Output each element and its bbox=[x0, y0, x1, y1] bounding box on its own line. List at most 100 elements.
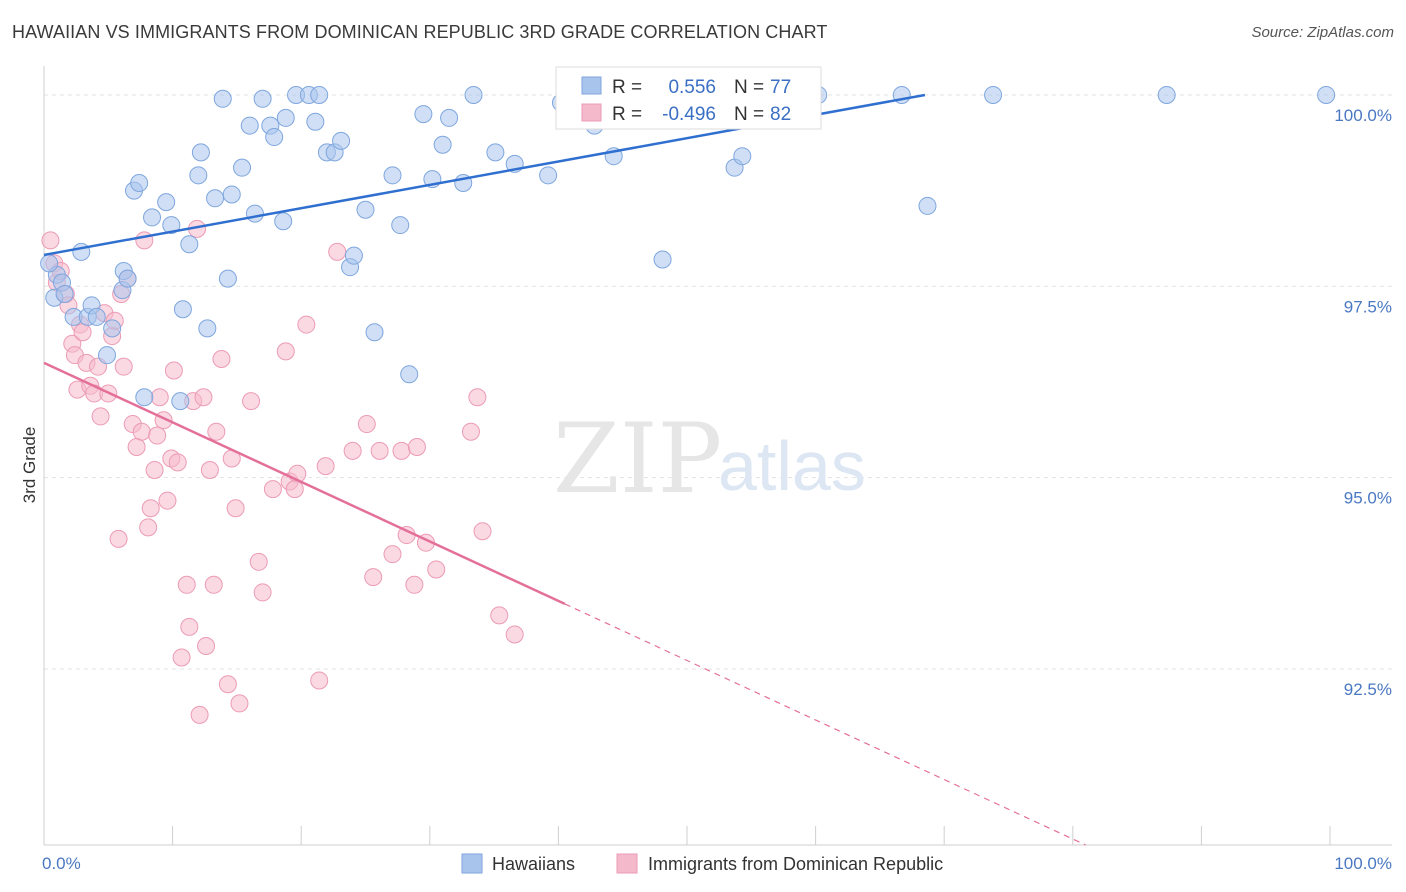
blue-point-44 bbox=[332, 131, 351, 150]
pink-point-47 bbox=[204, 575, 223, 594]
series-legend: Hawaiians Immigrants from Dominican Repu… bbox=[461, 853, 943, 874]
blue-point-22 bbox=[180, 235, 199, 254]
pink-point-22 bbox=[114, 357, 133, 376]
pink-point-25 bbox=[127, 438, 146, 457]
blue-point-26 bbox=[206, 189, 225, 208]
pink-point-53 bbox=[230, 694, 249, 713]
blue-point-50 bbox=[391, 216, 410, 235]
blue-point-13 bbox=[118, 269, 137, 288]
blue-point-24 bbox=[191, 143, 210, 162]
blue-point-54 bbox=[433, 135, 452, 154]
y-tick-labels: 92.5% 95.0% 97.5% 100.0% bbox=[1334, 106, 1392, 699]
stat-n-value-2: 82 bbox=[770, 104, 791, 125]
stat-n-label-2: N = bbox=[734, 104, 764, 125]
pink-point-55 bbox=[249, 552, 268, 571]
watermark-zip: ZIP bbox=[553, 403, 722, 515]
stat-r-label-2: R = bbox=[612, 104, 642, 125]
blue-point-31 bbox=[240, 116, 259, 135]
pink-point-30 bbox=[145, 460, 164, 479]
stats-legend: R = 0.556 N = 77 R = -0.496 N = 82 bbox=[555, 66, 822, 130]
pink-point-61 bbox=[297, 315, 316, 334]
blue-point-36 bbox=[274, 212, 293, 231]
blue-point-68 bbox=[733, 147, 752, 166]
pink-point-37 bbox=[168, 453, 187, 472]
blue-point-73 bbox=[984, 85, 1003, 104]
x-tick-labels: 0.0% 100.0% bbox=[42, 854, 1392, 873]
blue-point-41 bbox=[310, 85, 329, 104]
pink-point-40 bbox=[180, 617, 199, 636]
pink-point-52 bbox=[226, 499, 245, 518]
legend-swatch-hawaiians bbox=[461, 853, 483, 874]
blue-point-9 bbox=[98, 346, 117, 365]
blue-point-19 bbox=[162, 216, 181, 235]
blue-point-47 bbox=[356, 200, 375, 219]
blue-point-51 bbox=[400, 365, 419, 384]
pink-point-79 bbox=[490, 606, 509, 625]
stat-r-label-1: R = bbox=[612, 77, 642, 98]
pink-point-70 bbox=[392, 441, 411, 460]
pink-point-73 bbox=[407, 438, 426, 457]
blue-point-76 bbox=[40, 254, 59, 273]
pink-trend-extension bbox=[564, 603, 1086, 846]
blue-point-27 bbox=[213, 89, 232, 108]
pink-point-63 bbox=[316, 457, 335, 476]
pink-point-0 bbox=[41, 231, 60, 250]
stat-r-value-2: -0.496 bbox=[662, 104, 716, 125]
pink-point-64 bbox=[328, 242, 347, 261]
y-tick-label-3: 100.0% bbox=[1334, 106, 1392, 125]
y-tick-label-2: 97.5% bbox=[1344, 297, 1392, 316]
pink-point-44 bbox=[194, 388, 213, 407]
blue-point-21 bbox=[173, 300, 192, 319]
pink-point-56 bbox=[253, 583, 272, 602]
blue-point-30 bbox=[233, 158, 252, 177]
pink-point-72 bbox=[405, 575, 424, 594]
pink-point-31 bbox=[148, 426, 167, 445]
pink-point-68 bbox=[370, 441, 389, 460]
blue-point-57 bbox=[464, 85, 483, 104]
blue-point-8 bbox=[87, 307, 106, 326]
blue-point-48 bbox=[365, 323, 384, 342]
pink-trend-line bbox=[43, 361, 566, 606]
blue-swatch bbox=[581, 76, 602, 95]
stat-n-label-1: N = bbox=[734, 77, 764, 98]
x-tick-label-1: 100.0% bbox=[1334, 854, 1392, 873]
source-credit: Source: ZipAtlas.com bbox=[1251, 24, 1394, 41]
blue-point-40 bbox=[306, 112, 325, 131]
blue-series-points bbox=[40, 85, 1336, 411]
blue-point-28 bbox=[218, 269, 237, 288]
pink-point-57 bbox=[263, 480, 282, 499]
pink-point-65 bbox=[343, 441, 362, 460]
pink-point-54 bbox=[242, 392, 261, 411]
stat-n-value-1: 77 bbox=[770, 77, 791, 98]
pink-swatch bbox=[581, 103, 602, 122]
blue-point-72 bbox=[918, 196, 937, 215]
axes bbox=[43, 66, 1392, 846]
blue-point-55 bbox=[440, 108, 459, 127]
legend-label-hawaiians: Hawaiians bbox=[492, 854, 575, 874]
chart-title: HAWAIIAN VS IMMIGRANTS FROM DOMINICAN RE… bbox=[12, 22, 828, 42]
pink-point-32 bbox=[150, 388, 169, 407]
pink-point-50 bbox=[218, 675, 237, 694]
blue-point-18 bbox=[157, 193, 176, 212]
stat-r-value-1: 0.556 bbox=[668, 77, 716, 98]
blue-point-74 bbox=[1157, 85, 1176, 104]
pink-point-48 bbox=[207, 422, 226, 441]
y-axis-title: 3rd Grade bbox=[20, 427, 39, 504]
pink-point-43 bbox=[190, 705, 209, 724]
blue-point-10 bbox=[103, 319, 122, 338]
watermark-atlas: atlas bbox=[718, 427, 866, 505]
pink-point-36 bbox=[164, 361, 183, 380]
pink-point-29 bbox=[141, 499, 160, 518]
pink-point-69 bbox=[383, 545, 402, 564]
pink-point-62 bbox=[310, 671, 329, 690]
pink-point-67 bbox=[364, 568, 383, 587]
pink-point-81 bbox=[285, 480, 304, 499]
blue-point-35 bbox=[265, 128, 284, 147]
pink-point-28 bbox=[139, 518, 158, 537]
blue-point-17 bbox=[143, 208, 162, 227]
pink-point-77 bbox=[468, 388, 487, 407]
blue-point-37 bbox=[276, 108, 295, 127]
pink-point-75 bbox=[427, 560, 446, 579]
blue-point-29 bbox=[222, 185, 241, 204]
